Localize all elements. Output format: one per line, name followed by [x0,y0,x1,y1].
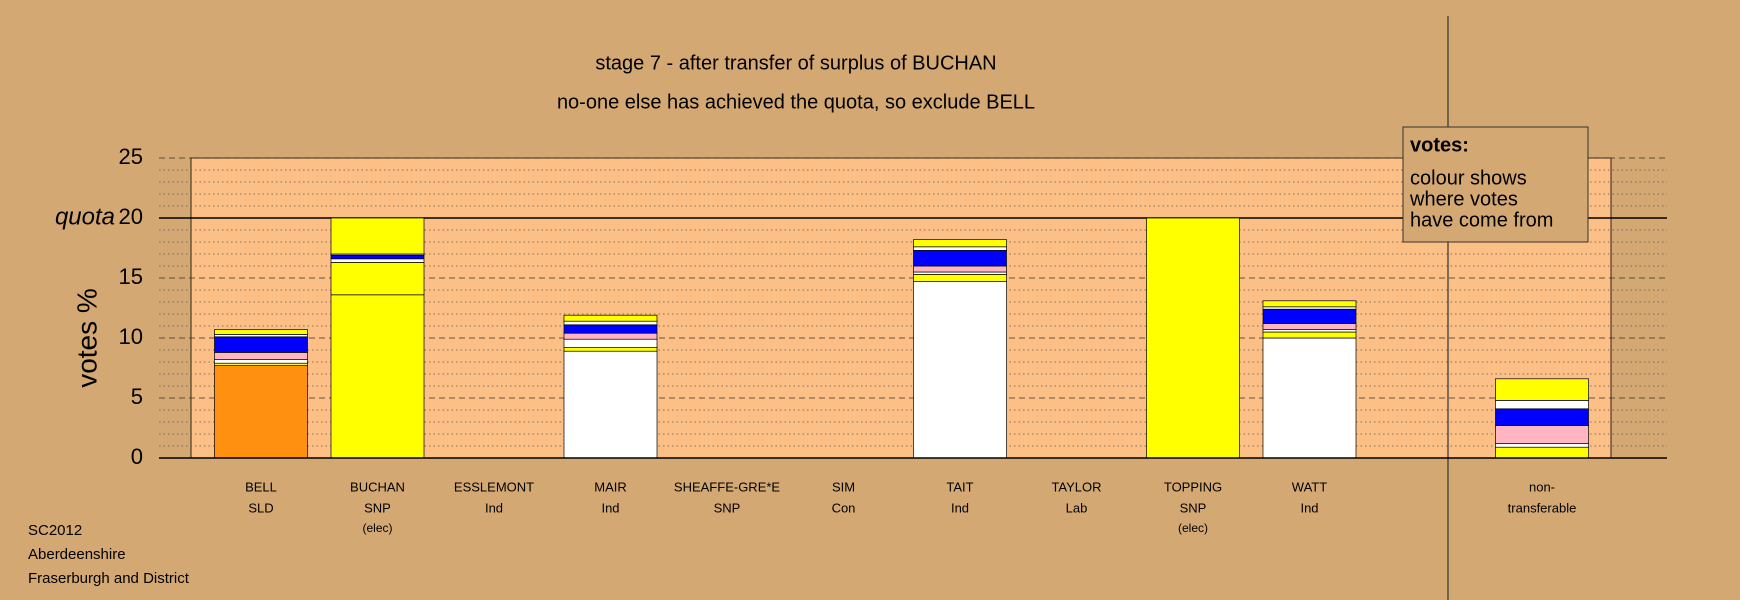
bar-segment [563,347,658,352]
y-tick-label: 25 [119,144,143,169]
bar-segment [1262,337,1357,459]
legend-text: where votes [1409,188,1518,210]
legend-text: colour shows [1410,167,1527,189]
party-label: Ind [485,500,503,515]
bar-segment [214,336,308,353]
bar-segment [1262,300,1357,308]
bar-segment [1146,217,1240,459]
bar-segment [563,314,658,322]
bar-segment [1262,323,1357,330]
bar-segment [563,338,658,348]
bar-segment [330,294,425,459]
note-label: (elec) [1178,521,1208,535]
bar-segment [214,359,308,364]
party-label: SLD [248,500,273,515]
x-tick-label: BUCHAN [350,479,405,494]
bar-segment [330,217,425,255]
chart-title: stage 7 - after transfer of surplus of B… [595,52,996,74]
party-label: SNP [364,500,391,515]
legend-text: have come from [1410,209,1553,231]
bar-segment [913,281,1007,459]
note-label: (elec) [362,521,392,535]
bar-segment [1262,329,1357,333]
bar-segment [563,350,658,459]
bar-segment [214,352,308,360]
party-label: Con [832,500,856,515]
bar-segment [1495,378,1589,401]
bar-segment [563,320,658,326]
party-label: Ind [1300,500,1318,515]
bar-segment [1495,446,1589,459]
bar-segment [330,254,425,260]
quota-label: quota [55,203,115,230]
bar-segment [1495,400,1589,410]
x-tick-label: ESSLEMONT [454,479,534,494]
bar-segment [913,250,1007,267]
y-tick-label: 10 [119,324,143,349]
bar-segment [563,324,658,334]
bar-segment [1262,331,1357,339]
x-tick-label: SHEAFFE-GRE*E [674,479,781,494]
bar-segment [913,265,1007,273]
x-tick-label: SIM [832,479,855,494]
footer-line: Aberdeenshire [28,546,126,563]
bar-segment [1262,308,1357,324]
bar-segment [1495,408,1589,426]
party-label: Lab [1066,500,1088,515]
party-label: transferable [1508,500,1577,515]
bar-segment [1262,306,1357,310]
party-label: SNP [1180,500,1207,515]
footer-line: Fraserburgh and District [28,570,190,587]
legend-title: votes: [1410,134,1469,156]
footer-line: SC2012 [28,522,82,539]
y-tick-label: 15 [119,264,143,289]
x-tick-label: non- [1529,479,1555,494]
bar-segment [330,258,425,263]
y-tick-label: 5 [131,384,143,409]
bar-segment [563,332,658,340]
bar-segment [913,271,1007,275]
x-tick-label: TAIT [946,479,973,494]
party-label: Ind [951,500,969,515]
x-tick-label: TAYLOR [1051,479,1101,494]
bar-segment [214,365,308,459]
x-tick-label: MAIR [594,479,627,494]
y-tick-label: 0 [131,444,143,469]
y-axis-label: votes % [71,288,102,388]
bar-segment [1495,443,1589,448]
legend-box [1402,126,1589,243]
bar-segment [1495,425,1589,444]
bar-segment [913,239,1007,248]
bar-segment [214,329,308,335]
y-tick-label: 20 [119,204,143,229]
bar-segment [913,274,1007,282]
bar-segment [330,262,425,296]
plot-panel [190,157,1612,459]
x-tick-label: WATT [1292,479,1327,494]
bar-segment [214,334,308,338]
x-tick-label: TOPPING [1164,479,1222,494]
party-label: SNP [714,500,741,515]
bar-segment [913,246,1007,251]
x-tick-label: BELL [245,479,277,494]
party-label: Ind [601,500,619,515]
chart-subtitle: no-one else has achieved the quota, so e… [557,91,1035,113]
bar-segment [214,362,308,366]
